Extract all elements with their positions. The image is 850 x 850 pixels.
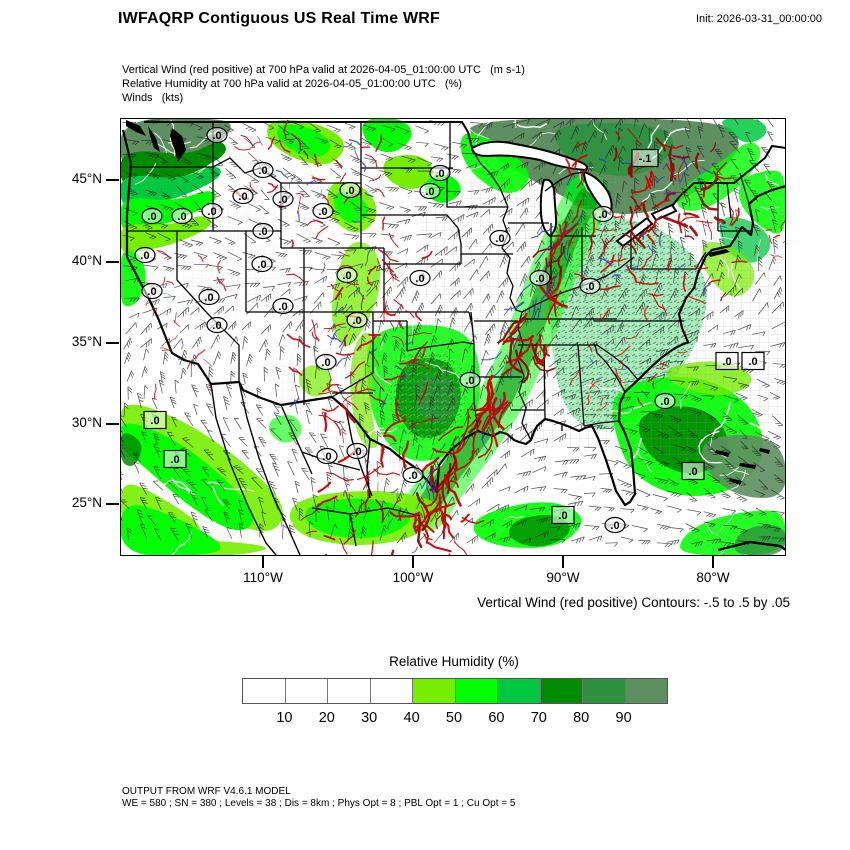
svg-text:.0: .0 [610, 520, 619, 532]
colorbar-tick-label: 50 [445, 710, 463, 726]
colorbar-tick-label: 30 [361, 710, 378, 726]
colorbar-cell [285, 679, 328, 703]
svg-text:.0: .0 [321, 357, 330, 369]
colorbar-cell [328, 679, 371, 703]
svg-text:.0: .0 [722, 356, 731, 368]
colorbar-cell [455, 679, 498, 703]
lat-tick-mark [106, 503, 119, 505]
lat-tick-label: 25°N [71, 495, 102, 510]
svg-text:.0: .0 [147, 211, 156, 223]
lon-tick-label: 80°W [696, 570, 730, 585]
lat-tick-label: 35°N [71, 334, 102, 349]
lon-tick-mark [712, 556, 714, 568]
svg-text:.0: .0 [238, 191, 247, 203]
colorbar-cell [540, 679, 583, 703]
svg-text:.0: .0 [342, 270, 351, 282]
lon-tick-mark [412, 556, 414, 568]
colorbar-cell [243, 679, 286, 703]
colorbar-cell [498, 679, 541, 703]
lon-tick-label: 110°W [243, 570, 283, 585]
svg-text:.0: .0 [415, 273, 424, 285]
lon-tick-mark [262, 556, 264, 568]
colorbar-cell [413, 679, 456, 703]
lon-tick-label: 100°W [392, 570, 434, 585]
svg-text:.0: .0 [278, 194, 287, 206]
field-subtitle-winds: Winds (kts) [122, 92, 184, 104]
svg-text:.0: .0 [425, 186, 434, 198]
lat-tick-label: 40°N [71, 253, 102, 268]
colorbar-tick-label: 60 [488, 710, 505, 726]
colorbar-tick-label: 80 [573, 710, 590, 726]
lon-tick-label: 90°W [546, 570, 580, 585]
svg-text:.0: .0 [465, 375, 474, 387]
colorbar-cell [625, 679, 667, 703]
svg-text:.0: .0 [322, 451, 331, 463]
svg-text:.0: .0 [535, 273, 544, 285]
svg-text:.0: .0 [258, 165, 267, 177]
colorbar-tick-label: 10 [276, 710, 293, 726]
svg-text:.0: .0 [345, 185, 354, 197]
contour-caption: Vertical Wind (red positive) Contours: -… [477, 595, 790, 610]
colorbar-title: Relative Humidity (%) [389, 654, 519, 669]
lat-tick-mark [106, 261, 119, 263]
svg-text:.0: .0 [140, 250, 149, 262]
svg-text:.0: .0 [212, 130, 221, 142]
svg-text:.0: .0 [748, 356, 757, 368]
svg-text:.0: .0 [170, 454, 179, 466]
colorbar-tick-label: 90 [615, 710, 632, 726]
field-subtitle-relative-humidity: Relative Humidity at 700 hPa valid at 20… [122, 78, 462, 90]
lon-tick-mark [562, 556, 564, 568]
init-timestamp: Init: 2026-03-31_00:00:00 [696, 13, 822, 25]
svg-text:.0: .0 [257, 259, 266, 271]
svg-text:.0: .0 [598, 209, 607, 221]
svg-text:.0: .0 [660, 396, 669, 408]
lat-tick-label: 45°N [71, 171, 102, 186]
page-title: IWFAQRP Contiguous US Real Time WRF [118, 10, 440, 27]
map-canvas: .0 .0 .0 .0 .0 .0 .0 .0 .0 .0 .0 .0 .0 .0 .0 .0 .0 .0 .0 .0… [115, 90, 805, 582]
svg-text:.0: .0 [204, 292, 213, 304]
svg-text:.0: .0 [352, 446, 361, 458]
svg-text:.0: .0 [212, 320, 221, 332]
lat-tick-mark [106, 423, 119, 425]
wrf-map-plot: .0 .0 .0 .0 .0 .0 .0 .0 .0 .0 .0 .0 .0 .0 .0 .0 .0 .0 .0 .0… [115, 90, 805, 582]
svg-text:.0: .0 [558, 510, 567, 522]
svg-text:.0: .0 [258, 226, 267, 238]
svg-text:.0: .0 [495, 233, 504, 245]
svg-text:.0: .0 [318, 206, 327, 218]
colorbar-cell [583, 679, 626, 703]
colorbar [242, 678, 668, 704]
svg-text:.0: .0 [278, 301, 287, 313]
svg-text:.0: .0 [147, 286, 156, 298]
svg-text:.0: .0 [150, 415, 159, 427]
field-subtitle-vertical-wind: Vertical Wind (red positive) at 700 hPa … [122, 64, 525, 76]
lat-tick-mark [106, 179, 119, 181]
svg-text:.0: .0 [408, 470, 417, 482]
colorbar-cell [370, 679, 413, 703]
svg-text:-.1: -.1 [639, 153, 652, 165]
lat-tick-mark [106, 342, 119, 344]
footer-model-line: OUTPUT FROM WRF V4.6.1 MODEL [122, 786, 291, 797]
lat-tick-label: 30°N [71, 415, 102, 430]
svg-text:.0: .0 [435, 168, 444, 180]
colorbar-tick-label: 20 [318, 710, 335, 726]
colorbar-tick-label: 40 [403, 710, 420, 726]
svg-text:.0: .0 [585, 281, 594, 293]
svg-text:.0: .0 [352, 315, 361, 327]
colorbar-tick-label: 70 [530, 710, 547, 726]
svg-text:.0: .0 [177, 211, 186, 223]
svg-text:.0: .0 [688, 466, 697, 478]
footer-config-line: WE = 580 ; SN = 380 ; Levels = 38 ; Dis … [122, 798, 516, 809]
svg-text:.0: .0 [207, 206, 216, 218]
